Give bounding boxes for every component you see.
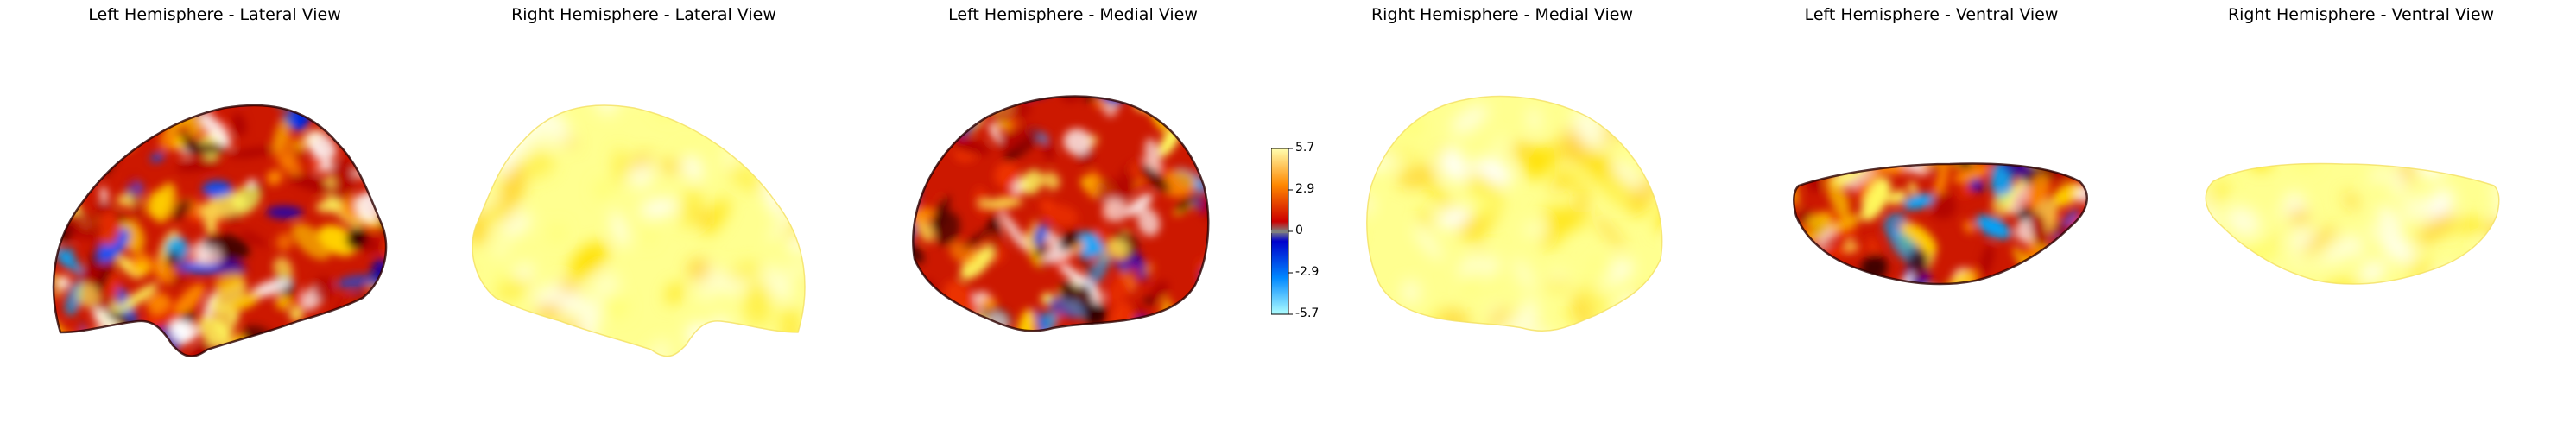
brain-surface-left-lateral [52,104,388,357]
colorbar-tick-label: 5.7 [1295,141,1315,155]
colorbar-tick-label: -5.7 [1295,306,1320,320]
panel-title: Left Hemisphere - Ventral View [1804,5,2059,24]
panel-right-medial: Right Hemisphere - Medial View [1288,0,1717,442]
panel-title: Right Hemisphere - Ventral View [2227,5,2495,24]
panel-right-ventral: Right Hemisphere - Ventral View [2146,0,2576,442]
brain-surface-right-ventral [2205,162,2500,285]
colorbar-tick-label: 0 [1295,224,1303,237]
panel-title: Right Hemisphere - Medial View [1370,5,1634,24]
colorbar: 5.7 2.9 0 -2.9 -5.7 [1270,141,1340,323]
colorbar-gradient [1270,148,1293,315]
panel-left-lateral: Left Hemisphere - Lateral View [0,0,429,442]
brain-surface-right-medial [1366,95,1663,332]
panel-title: Left Hemisphere - Lateral View [88,5,341,24]
panel-title: Right Hemisphere - Lateral View [511,5,776,24]
panel-left-ventral: Left Hemisphere - Ventral View [1717,0,2146,442]
colorbar-tick-label: -2.9 [1295,265,1320,279]
brain-surface-right-lateral [472,104,806,357]
panel-title: Left Hemisphere - Medial View [948,5,1198,24]
panel-right-lateral: Right Hemisphere - Lateral View [429,0,858,442]
colorbar-tick-label: 2.9 [1295,182,1315,196]
brain-surface-left-ventral [1793,162,2088,286]
panel-left-medial: Left Hemisphere - Medial View [858,0,1288,442]
brain-surface-left-medial [912,95,1210,332]
